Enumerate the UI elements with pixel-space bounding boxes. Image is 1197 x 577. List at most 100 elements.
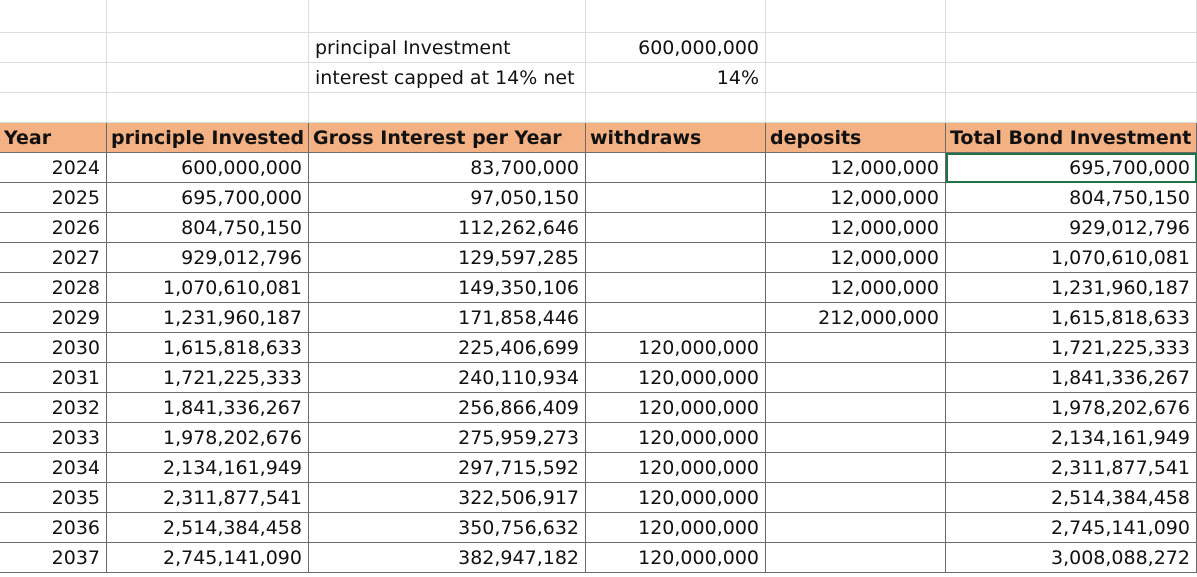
value-cell[interactable] — [586, 213, 766, 243]
empty-cell[interactable] — [107, 33, 309, 63]
value-cell[interactable]: 12,000,000 — [766, 213, 946, 243]
value-cell[interactable]: 1,721,225,333 — [107, 363, 309, 393]
year-cell[interactable]: 2033 — [0, 423, 107, 453]
value-cell[interactable]: 350,756,632 — [309, 513, 586, 543]
value-cell[interactable]: 1,721,225,333 — [946, 333, 1197, 363]
value-cell[interactable]: 1,231,960,187 — [946, 273, 1197, 303]
value-cell[interactable]: 1,841,336,267 — [946, 363, 1197, 393]
summary-label[interactable]: principal Investment — [309, 33, 586, 63]
value-cell[interactable] — [766, 363, 946, 393]
value-cell[interactable]: 12,000,000 — [766, 183, 946, 213]
value-cell[interactable]: 129,597,285 — [309, 243, 586, 273]
value-cell[interactable]: 804,750,150 — [107, 213, 309, 243]
empty-cell[interactable] — [946, 0, 1197, 33]
empty-cell[interactable] — [766, 0, 946, 33]
value-cell[interactable]: 120,000,000 — [586, 483, 766, 513]
value-cell[interactable]: 212,000,000 — [766, 303, 946, 333]
value-cell[interactable] — [766, 333, 946, 363]
value-cell[interactable]: 120,000,000 — [586, 543, 766, 573]
empty-cell[interactable] — [586, 0, 766, 33]
year-cell[interactable]: 2026 — [0, 213, 107, 243]
empty-cell[interactable] — [766, 93, 946, 123]
value-cell[interactable]: 120,000,000 — [586, 453, 766, 483]
column-header[interactable]: withdraws — [586, 123, 766, 153]
value-cell[interactable]: 600,000,000 — [107, 153, 309, 183]
value-cell[interactable]: 275,959,273 — [309, 423, 586, 453]
year-cell[interactable]: 2034 — [0, 453, 107, 483]
value-cell[interactable]: 256,866,409 — [309, 393, 586, 423]
empty-cell[interactable] — [107, 0, 309, 33]
value-cell[interactable]: 97,050,150 — [309, 183, 586, 213]
empty-cell[interactable] — [946, 63, 1197, 93]
value-cell[interactable]: 1,978,202,676 — [107, 423, 309, 453]
year-cell[interactable]: 2031 — [0, 363, 107, 393]
value-cell[interactable]: 1,978,202,676 — [946, 393, 1197, 423]
empty-cell[interactable] — [586, 93, 766, 123]
value-cell[interactable]: 695,700,000 — [946, 153, 1197, 183]
value-cell[interactable]: 12,000,000 — [766, 153, 946, 183]
value-cell[interactable]: 120,000,000 — [586, 333, 766, 363]
empty-cell[interactable] — [107, 93, 309, 123]
value-cell[interactable]: 297,715,592 — [309, 453, 586, 483]
column-header[interactable]: Year — [0, 123, 107, 153]
value-cell[interactable] — [766, 423, 946, 453]
value-cell[interactable]: 695,700,000 — [107, 183, 309, 213]
value-cell[interactable]: 929,012,796 — [107, 243, 309, 273]
value-cell[interactable]: 2,514,384,458 — [946, 483, 1197, 513]
column-header[interactable]: principle Invested — [107, 123, 309, 153]
column-header[interactable]: Total Bond Investment — [946, 123, 1197, 153]
year-cell[interactable]: 2027 — [0, 243, 107, 273]
value-cell[interactable]: 804,750,150 — [946, 183, 1197, 213]
value-cell[interactable] — [586, 303, 766, 333]
empty-cell[interactable] — [0, 63, 107, 93]
value-cell[interactable]: 322,506,917 — [309, 483, 586, 513]
value-cell[interactable]: 149,350,106 — [309, 273, 586, 303]
value-cell[interactable] — [586, 243, 766, 273]
summary-label[interactable]: interest capped at 14% net — [309, 63, 586, 93]
empty-cell[interactable] — [766, 63, 946, 93]
value-cell[interactable] — [766, 393, 946, 423]
value-cell[interactable]: 1,070,610,081 — [946, 243, 1197, 273]
value-cell[interactable]: 12,000,000 — [766, 243, 946, 273]
value-cell[interactable]: 2,134,161,949 — [107, 453, 309, 483]
column-header[interactable]: Gross Interest per Year — [309, 123, 586, 153]
year-cell[interactable]: 2030 — [0, 333, 107, 363]
value-cell[interactable] — [586, 273, 766, 303]
empty-cell[interactable] — [107, 63, 309, 93]
value-cell[interactable] — [766, 513, 946, 543]
summary-value[interactable]: 600,000,000 — [586, 33, 766, 63]
column-header[interactable]: deposits — [766, 123, 946, 153]
empty-cell[interactable] — [0, 0, 107, 33]
value-cell[interactable] — [766, 543, 946, 573]
value-cell[interactable]: 1,615,818,633 — [946, 303, 1197, 333]
empty-cell[interactable] — [309, 0, 586, 33]
value-cell[interactable]: 2,745,141,090 — [946, 513, 1197, 543]
value-cell[interactable]: 171,858,446 — [309, 303, 586, 333]
empty-cell[interactable] — [309, 93, 586, 123]
value-cell[interactable]: 240,110,934 — [309, 363, 586, 393]
empty-cell[interactable] — [946, 33, 1197, 63]
value-cell[interactable] — [586, 153, 766, 183]
value-cell[interactable]: 1,070,610,081 — [107, 273, 309, 303]
value-cell[interactable]: 83,700,000 — [309, 153, 586, 183]
value-cell[interactable]: 1,615,818,633 — [107, 333, 309, 363]
value-cell[interactable]: 2,745,141,090 — [107, 543, 309, 573]
value-cell[interactable]: 112,262,646 — [309, 213, 586, 243]
year-cell[interactable]: 2032 — [0, 393, 107, 423]
empty-cell[interactable] — [0, 33, 107, 63]
value-cell[interactable]: 120,000,000 — [586, 513, 766, 543]
year-cell[interactable]: 2035 — [0, 483, 107, 513]
value-cell[interactable]: 225,406,699 — [309, 333, 586, 363]
value-cell[interactable]: 3,008,088,272 — [946, 543, 1197, 573]
value-cell[interactable]: 2,311,877,541 — [107, 483, 309, 513]
value-cell[interactable]: 120,000,000 — [586, 423, 766, 453]
value-cell[interactable]: 2,311,877,541 — [946, 453, 1197, 483]
value-cell[interactable]: 2,514,384,458 — [107, 513, 309, 543]
year-cell[interactable]: 2024 — [0, 153, 107, 183]
summary-value[interactable]: 14% — [586, 63, 766, 93]
value-cell[interactable] — [766, 483, 946, 513]
value-cell[interactable]: 382,947,182 — [309, 543, 586, 573]
value-cell[interactable] — [766, 453, 946, 483]
value-cell[interactable]: 929,012,796 — [946, 213, 1197, 243]
value-cell[interactable] — [586, 183, 766, 213]
